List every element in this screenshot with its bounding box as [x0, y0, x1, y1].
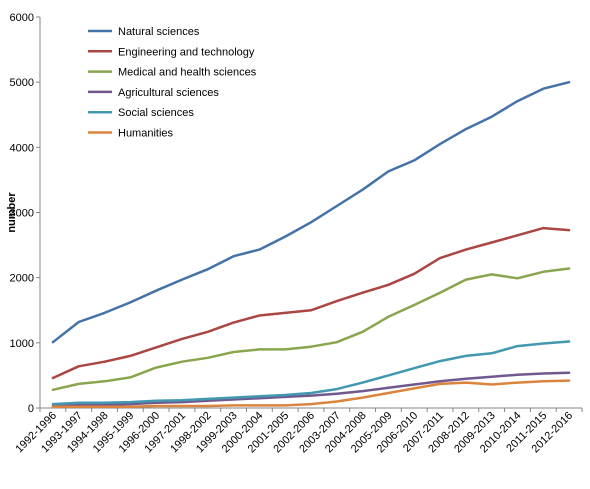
y-tick-label: 0 [28, 403, 34, 415]
series-line-4 [51, 340, 571, 406]
y-tick-label: 6000 [10, 12, 34, 24]
y-tick-label: 1000 [10, 338, 34, 350]
axes [39, 17, 582, 409]
y-axis-ticks: 0 1000 2000 3000 4000 5000 6000 [10, 12, 40, 415]
y-tick-label: 2000 [10, 273, 34, 285]
series-line-1 [51, 226, 571, 380]
legend-label: Agricultural sciences [118, 87, 219, 99]
series-line-0 [51, 80, 571, 344]
series-line-2 [51, 267, 571, 392]
y-axis-title: number [6, 192, 18, 233]
legend-label: Natural sciences [118, 26, 200, 38]
legend-label: Social sciences [118, 107, 194, 119]
y-tick-label: 3000 [10, 208, 34, 220]
x-axis-ticks: 1992-19961993-19971994-19981995-19991996… [13, 408, 583, 455]
y-tick-label: 5000 [10, 77, 34, 89]
series-line-3 [51, 371, 571, 408]
y-tick-label: 4000 [10, 142, 34, 154]
series-lines [51, 80, 571, 408]
legend-label: Medical and health sciences [118, 67, 257, 79]
legend-label: Humanities [118, 128, 174, 140]
legend-label: Engineering and technology [118, 46, 255, 58]
series-line-5 [51, 379, 571, 408]
legend: Natural sciences Engineering and technolo… [88, 26, 257, 140]
